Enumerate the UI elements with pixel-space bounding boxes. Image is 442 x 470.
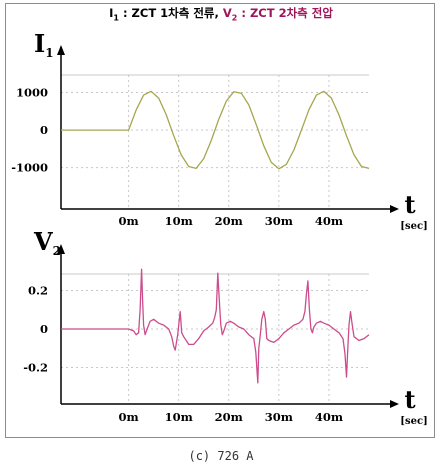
current-xtick-label-4: 40m: [315, 214, 343, 228]
voltage-series-line-0: [61, 268, 370, 384]
current-ytick-label-0: 1000: [16, 85, 48, 99]
figure-header: I1 : ZCT 1차측 전류, V2 : ZCT 2차측 전압: [0, 5, 442, 22]
voltage-xlabel: t: [404, 385, 415, 414]
voltage-y-axis-arrow: [57, 244, 65, 254]
current-ylabel: I1: [34, 29, 54, 60]
current-xlabel: t: [404, 190, 415, 219]
current-xunit: [sec]: [400, 221, 428, 232]
voltage-xtick-label-2: 20m: [215, 410, 243, 424]
voltage-ytick-label-2: -0.2: [23, 360, 48, 374]
current-description: : ZCT 1차측 전류,: [118, 6, 223, 20]
current-series-line-0: [61, 90, 370, 170]
voltage-xunit: [sec]: [400, 416, 428, 427]
voltage-label: V2 : ZCT 2차측 전압: [222, 6, 333, 23]
voltage-xtick-label-1: 10m: [165, 410, 193, 424]
voltage-ylabel: V2: [33, 227, 61, 258]
voltage-ytick-label-0: 0.2: [28, 283, 48, 297]
current-xtick-label-1: 10m: [165, 214, 193, 228]
current-y-axis-arrow: [57, 45, 65, 55]
voltage-ytick-label-1: 0: [40, 322, 48, 336]
current-xtick-label-0: 0m: [119, 214, 139, 228]
current-symbol: I1: [109, 6, 119, 23]
current-ytick-label-2: -1000: [11, 161, 48, 175]
current-xtick-label-2: 20m: [215, 214, 243, 228]
current-xtick-label-3: 30m: [265, 214, 293, 228]
current-x-axis-arrow: [390, 205, 399, 213]
figure-caption: (c) 726 A: [188, 449, 254, 463]
current-ytick-label-1: 0: [40, 123, 48, 137]
voltage-xtick-label-4: 40m: [315, 410, 343, 424]
voltage-xtick-label-3: 30m: [265, 410, 293, 424]
voltage-xtick-label-0: 0m: [119, 410, 139, 424]
voltage-x-axis-arrow: [390, 400, 399, 408]
